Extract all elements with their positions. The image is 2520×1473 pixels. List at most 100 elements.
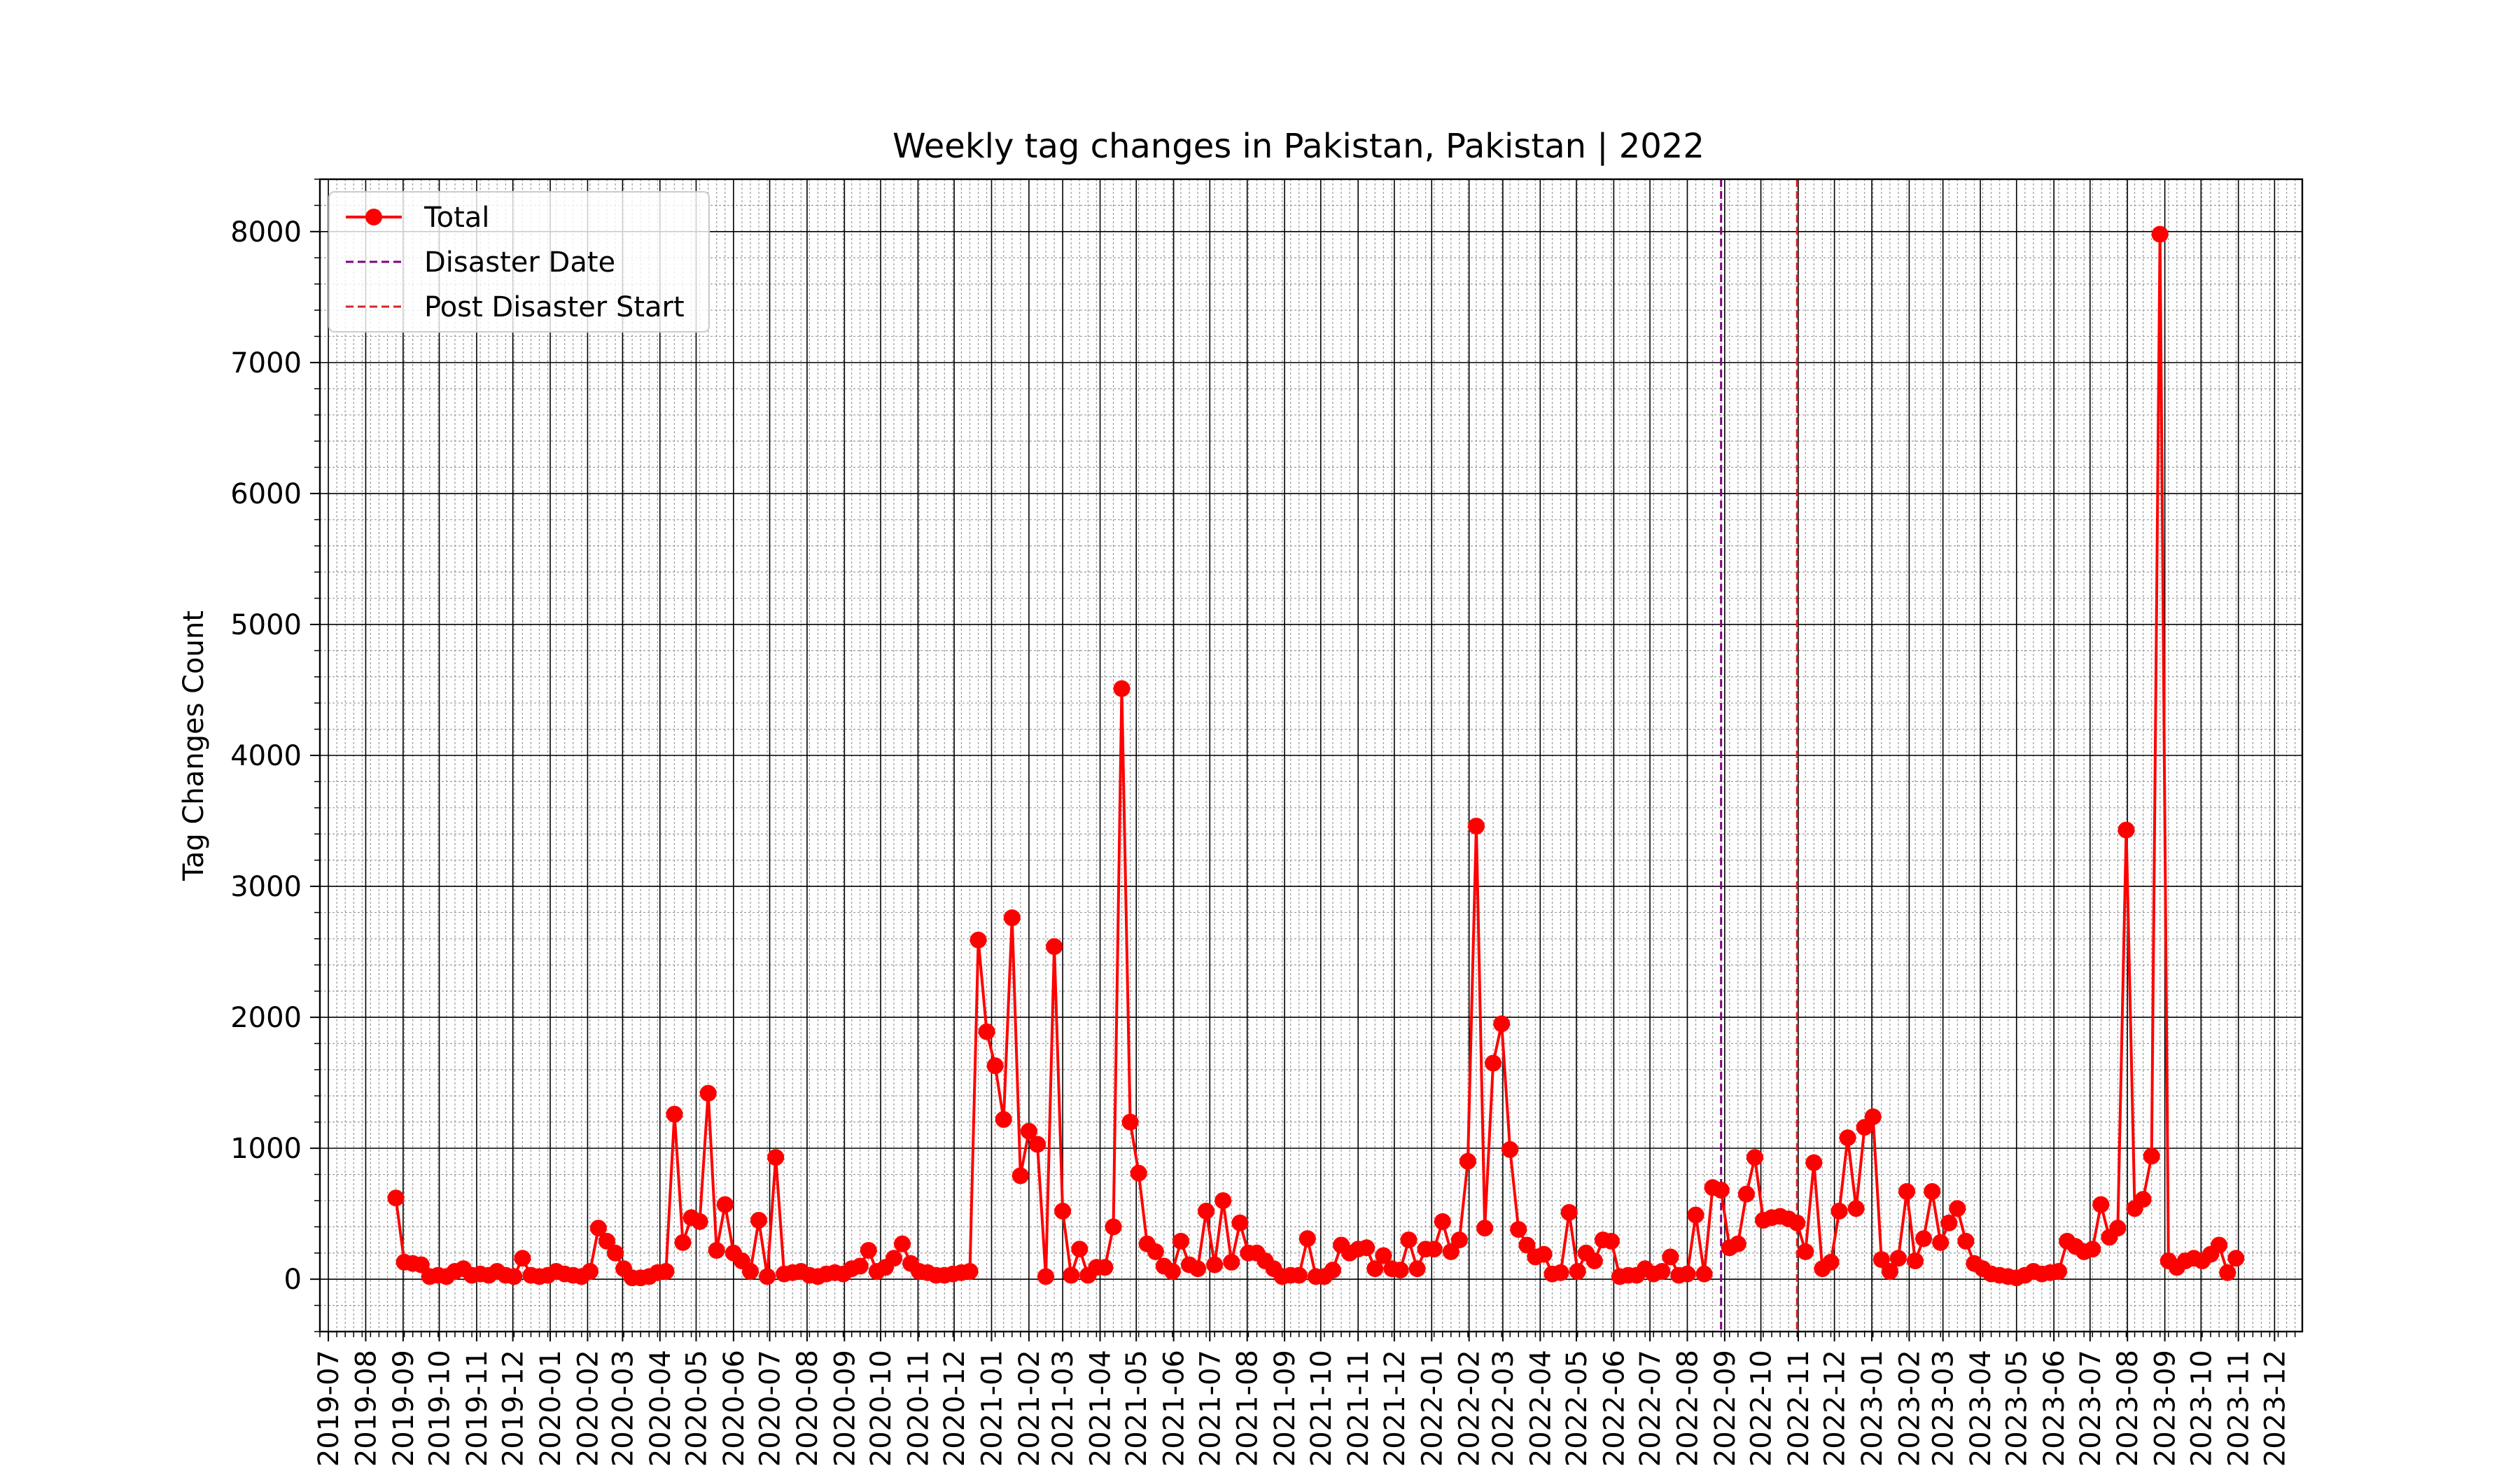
x-tick-label: 2021-08 [1232,1350,1264,1467]
data-point [505,1268,523,1285]
x-tick-label: 2019-10 [424,1350,456,1467]
data-point [2092,1196,2110,1213]
x-tick-label: 2022-12 [1819,1350,1851,1467]
x-tick-label: 2023-10 [2185,1350,2218,1467]
data-point [2211,1236,2228,1254]
data-point [860,1242,877,1259]
data-point [1518,1236,1536,1254]
data-point [674,1234,692,1251]
data-point [1737,1185,1755,1203]
data-point [978,1023,995,1040]
data-point [1071,1241,1088,1258]
data-point [767,1149,785,1166]
data-point [1214,1192,1232,1209]
data-point [1459,1152,1476,1170]
data-point [1375,1247,1392,1264]
data-point [1788,1214,1806,1231]
legend-marker-total [365,209,382,225]
y-tick-label: 3000 [230,871,302,903]
legend-label-total: Total [424,202,489,234]
data-point [1105,1218,1122,1236]
data-point [1493,1015,1511,1033]
data-point [1003,909,1021,926]
x-tick-label: 2019-08 [350,1350,382,1467]
axis-ticks [310,179,2296,1341]
data-point [1797,1243,1814,1260]
data-point [1839,1129,1856,1147]
data-point [1037,1268,1054,1285]
x-tick-label: 2023-02 [1893,1350,1926,1467]
data-point [1653,1263,1671,1280]
y-tick-label: 8000 [230,216,302,249]
x-tick-label: 2020-08 [792,1350,824,1467]
y-tick-label: 7000 [230,347,302,379]
reference-lines [1720,179,1798,1332]
legend-label-disaster-date: Disaster Date [424,246,615,279]
y-tick-label: 0 [284,1264,302,1296]
x-tick-label: 2020-09 [829,1350,861,1467]
data-point [1198,1202,1215,1220]
x-tick-label: 2020-03 [607,1350,639,1467]
x-tick-label: 2020-10 [865,1350,897,1467]
data-point [1113,680,1130,697]
data-point [886,1250,902,1267]
data-point [1687,1206,1704,1224]
data-point [2109,1220,2127,1237]
data-point [1392,1262,1409,1279]
x-tick-label: 2022-06 [1598,1350,1630,1467]
data-point [986,1057,1004,1075]
data-point [1712,1182,1730,1199]
x-tick-label: 2020-02 [572,1350,604,1467]
data-point [412,1256,430,1273]
x-tick-label: 2022-04 [1525,1350,1557,1467]
x-tick-label: 2021-05 [1121,1350,1153,1467]
data-point [1502,1141,1519,1158]
x-tick-label: 2023-03 [1928,1350,1960,1467]
data-point [1358,1239,1376,1257]
x-tick-label: 2023-12 [2259,1350,2291,1467]
data-point [1830,1202,1848,1220]
x-tick-label: 2023-08 [2112,1350,2144,1467]
data-point [1602,1232,1620,1250]
x-tick-label: 2021-01 [976,1350,1009,1467]
data-point [1223,1253,1240,1271]
data-point [1662,1248,1679,1266]
x-tick-labels: 2019-07 2019-08 2019-09 2019-10 2019-11 2019-… [313,1350,2291,1467]
data-point [1324,1262,1341,1279]
data-point [1029,1136,1046,1153]
x-tick-label: 2019-07 [313,1350,345,1467]
data-point [1949,1200,1966,1217]
x-tick-label: 2019-11 [461,1350,493,1467]
x-tick-label: 2021-11 [1343,1350,1375,1467]
data-point [1054,1202,1072,1220]
data-point [657,1263,675,1280]
y-tick-label: 2000 [230,1002,302,1034]
chart-title: Weekly tag changes in Pakistan, Pakistan… [892,127,1704,166]
data-point [1189,1260,1207,1278]
data-point [1864,1108,1882,1126]
data-point [1679,1265,1696,1283]
x-tick-label: 2019-09 [388,1350,420,1467]
data-point [1881,1263,1898,1280]
x-tick-label: 2020-07 [755,1350,787,1467]
x-tick-label: 2020-01 [535,1350,567,1467]
data-point [1746,1149,1763,1166]
data-point [1206,1256,1224,1273]
y-tick-label: 4000 [230,740,302,772]
data-point [598,1232,615,1250]
data-point [1695,1265,1713,1283]
legend-box [328,191,710,333]
data-point [1450,1231,1468,1249]
data-point [1552,1264,1569,1281]
data-point [1872,1251,1890,1269]
x-tick-label: 2022-03 [1488,1350,1520,1467]
data-point [1442,1243,1460,1260]
data-point [1020,1122,1037,1140]
data-point [995,1111,1012,1128]
data-point [2118,821,2135,839]
x-tick-label: 2021-10 [1306,1350,1338,1467]
data-point [1298,1230,1316,1248]
data-point [1805,1154,1823,1171]
data-point [1366,1260,1384,1278]
